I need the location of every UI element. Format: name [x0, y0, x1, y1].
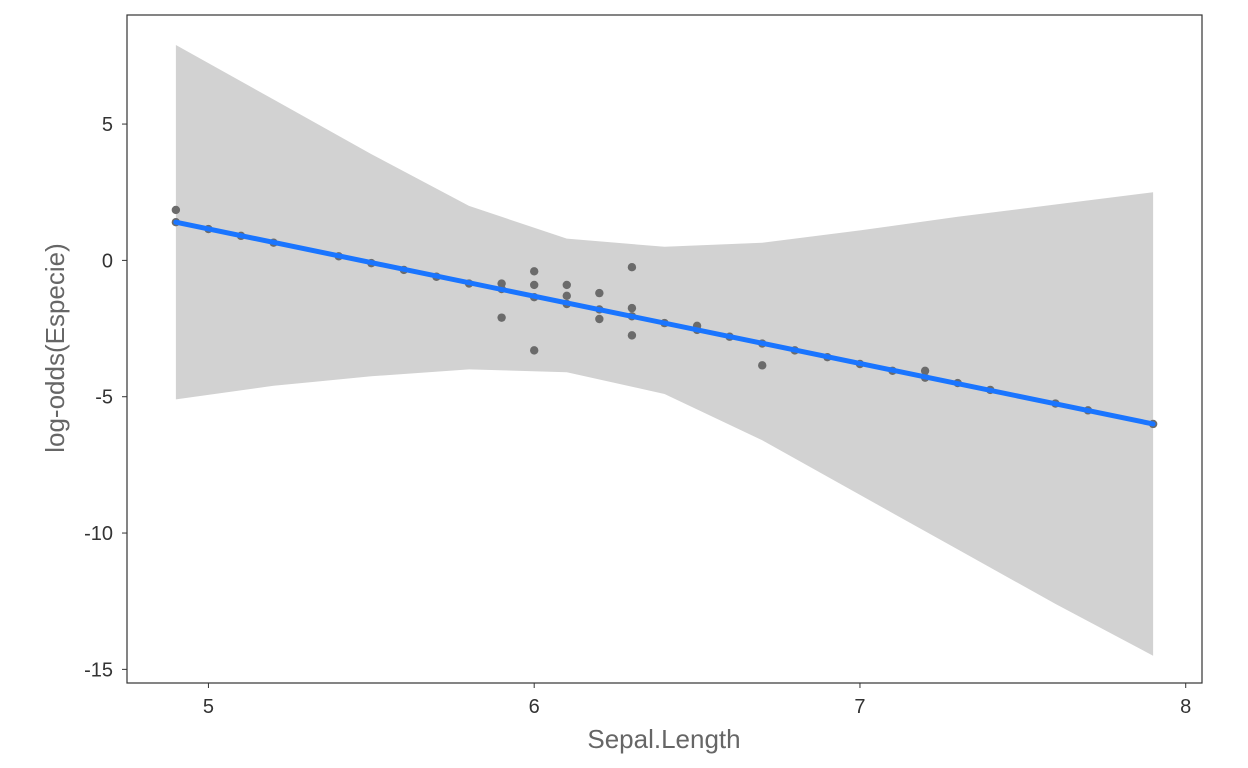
- data-point: [758, 361, 767, 370]
- data-point: [920, 366, 930, 376]
- y-tick-label: 5: [102, 114, 113, 136]
- data-point: [562, 280, 571, 290]
- panel-border: [126, 14, 1203, 684]
- data-point: [627, 303, 637, 313]
- x-tick-label: 6: [529, 696, 540, 718]
- data-point: [497, 313, 506, 322]
- y-axis-title: log-odds(Especie): [40, 243, 70, 453]
- data-point: [627, 263, 637, 272]
- data-point: [562, 291, 571, 301]
- data-point: [529, 346, 539, 355]
- data-point: [529, 280, 539, 290]
- fit-line-layer: [173, 219, 1156, 427]
- confidence-band-layer: [175, 45, 1154, 656]
- data-point: [595, 314, 604, 324]
- confidence-band: [175, 45, 1154, 656]
- fit-line: [173, 219, 1156, 427]
- x-tick-label: 5: [203, 696, 214, 718]
- data-point: [529, 267, 539, 276]
- y-tick-label: 0: [102, 250, 113, 272]
- y-tick-label: -10: [84, 523, 113, 545]
- data-point: [595, 288, 604, 298]
- x-tick-label: 7: [854, 696, 865, 718]
- x-axis-title: Sepal.Length: [587, 724, 740, 754]
- x-tick-label: 8: [1180, 696, 1191, 718]
- y-tick-label: -5: [95, 387, 113, 409]
- x-axis-ticks: 5 6 7 8: [203, 683, 1191, 718]
- data-point: [171, 205, 181, 215]
- y-tick-label: -15: [84, 659, 113, 681]
- y-axis-ticks: 5 0 -5 -10 -15: [84, 114, 127, 681]
- data-point: [627, 331, 637, 340]
